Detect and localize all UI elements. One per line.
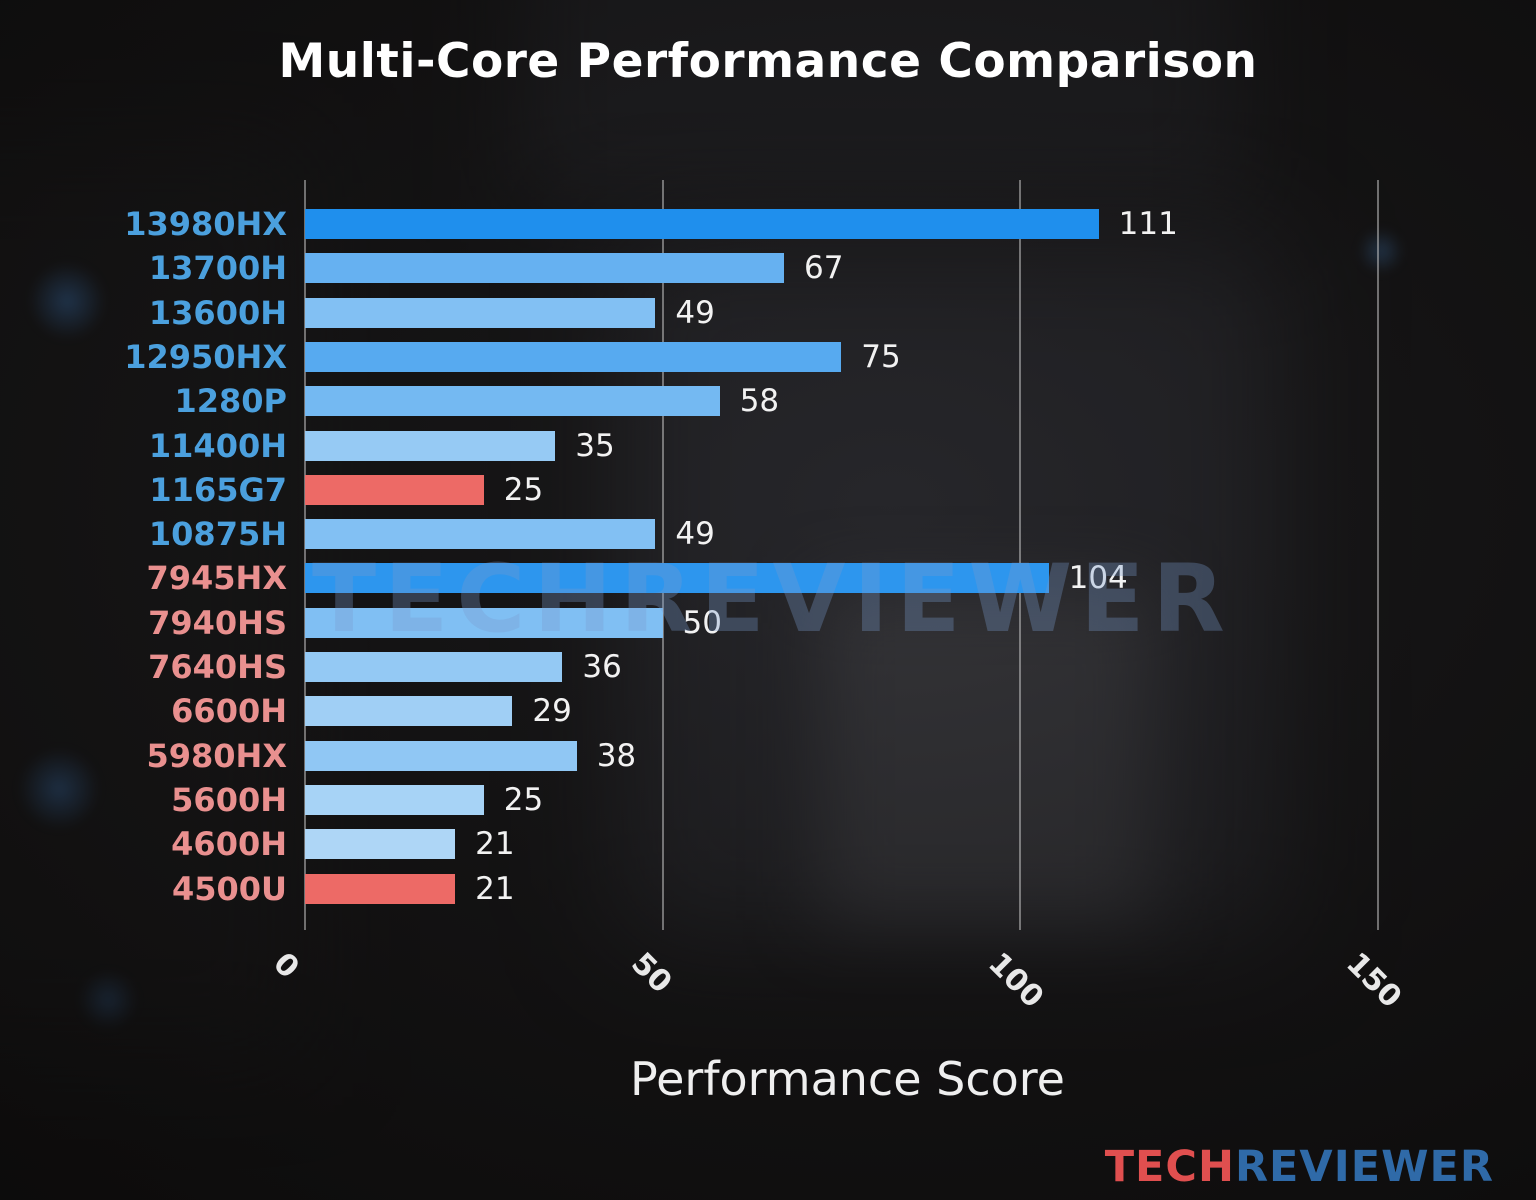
grid-line [1019, 180, 1021, 930]
performance-bar [305, 209, 1099, 239]
grid-line [1376, 180, 1379, 930]
x-axis-label: Performance Score [630, 1052, 1065, 1106]
bar-row: 13700H 67 [0, 246, 1536, 290]
category-label: 10875H [148, 515, 287, 554]
category-label: 1165G7 [149, 470, 287, 509]
chart-title: Multi-Core Performance Comparison [278, 34, 1258, 89]
value-label: 38 [596, 737, 637, 774]
bar-row: 1165G7 25 [0, 468, 1536, 512]
value-label: 58 [739, 383, 780, 420]
performance-bar [305, 430, 556, 461]
performance-bar [305, 297, 656, 328]
category-label: 7640HS [148, 648, 287, 686]
site-logo: TECHREVIEWER [1105, 1142, 1494, 1192]
value-label: 25 [503, 471, 544, 508]
bar-row: 10875H 49 [0, 512, 1536, 556]
bar-row: 13980HX 111 [0, 202, 1536, 246]
value-label: 35 [575, 427, 615, 464]
category-label: 1280P [174, 382, 287, 421]
performance-bar [305, 253, 785, 284]
value-label: 67 [804, 250, 844, 287]
category-label: 6600H [171, 692, 287, 731]
category-label: 4500U [171, 869, 287, 908]
bar-row: 13600H 49 [0, 291, 1536, 335]
bar-row: 7640HS 36 [0, 645, 1536, 689]
logo-reviewer: REVIEWER [1234, 1142, 1494, 1192]
performance-bar [305, 474, 484, 505]
watermark: TECHREVIEWER [312, 545, 1233, 654]
performance-bar [305, 873, 456, 904]
bar-row: 5980HX 38 [0, 734, 1536, 778]
performance-bar [305, 341, 842, 372]
bar-row: 7945HX 104 [0, 556, 1536, 600]
logo-tech: TECH [1104, 1142, 1235, 1192]
category-label: 5980HX [146, 736, 287, 775]
category-label: 7940HS [148, 603, 287, 642]
value-label: 29 [532, 693, 572, 730]
bar-row: 6600H 29 [0, 689, 1536, 733]
bar-row: 1280P 58 [0, 379, 1536, 423]
performance-bar [305, 386, 720, 417]
category-label: 5600H [171, 780, 287, 819]
category-label: 11400H [148, 426, 287, 465]
bar-row: 11400H 35 [0, 424, 1536, 468]
value-label: 25 [503, 781, 544, 818]
performance-bar [305, 784, 484, 815]
performance-bar [305, 829, 456, 860]
category-label: 13600H [148, 293, 287, 332]
bar-row: 12950HX 75 [0, 335, 1536, 379]
value-label: 104 [1068, 560, 1128, 597]
bar-row: 5600H 25 [0, 778, 1536, 822]
value-label: 49 [675, 294, 715, 331]
category-label: 13700H [148, 249, 287, 288]
value-label: 50 [682, 604, 722, 641]
value-label: 36 [582, 649, 622, 685]
category-label: 7945HX [146, 559, 287, 598]
value-label: 111 [1118, 206, 1178, 242]
value-label: 49 [675, 516, 715, 553]
value-label: 21 [475, 870, 515, 907]
category-label: 12950HX [124, 337, 287, 376]
performance-bar [305, 607, 663, 638]
bar-row: 4600H 21 [0, 822, 1536, 866]
value-label: 75 [861, 338, 901, 375]
grid-line [304, 180, 306, 930]
performance-bar [305, 696, 513, 727]
category-label: 4600H [171, 825, 287, 864]
value-label: 21 [475, 826, 515, 863]
grid-line [661, 180, 664, 930]
performance-bar [305, 652, 563, 682]
performance-bar [305, 519, 656, 550]
bar-row: 4500U 21 [0, 867, 1536, 911]
performance-bar [305, 740, 577, 771]
performance-bar [305, 563, 1049, 594]
bar-row: 7940HS 50 [0, 601, 1536, 645]
category-label: 13980HX [124, 205, 287, 243]
